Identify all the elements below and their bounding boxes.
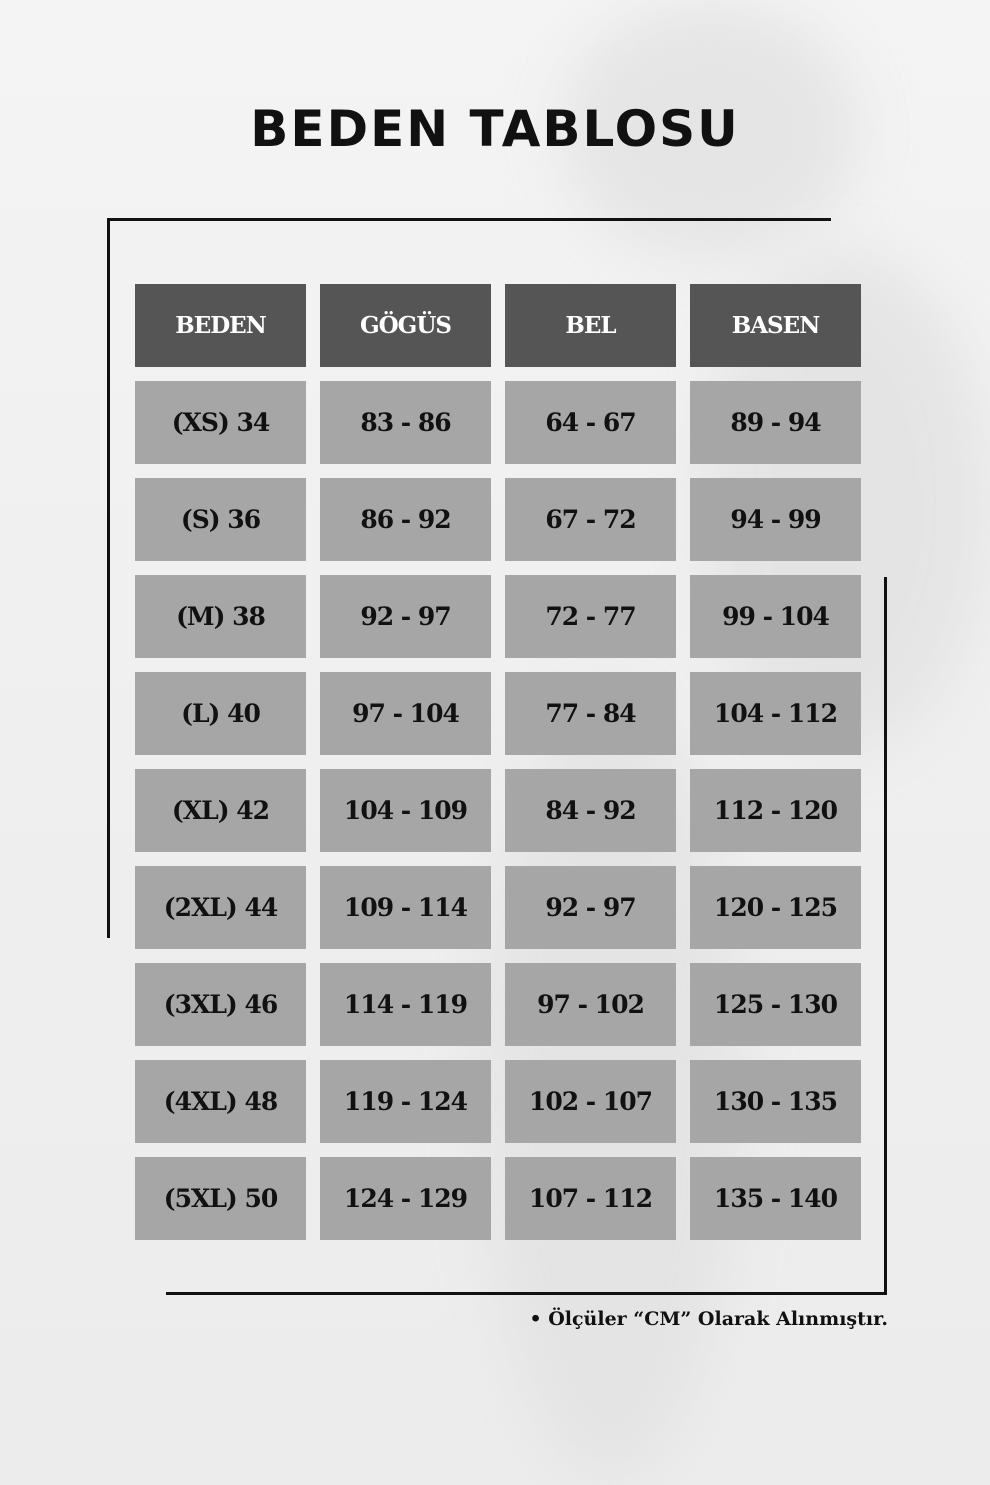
table-cell: 86 - 92: [320, 478, 491, 561]
table-cell: (L) 40: [135, 672, 306, 755]
table-cell: 130 - 135: [690, 1060, 861, 1143]
table-cell: 99 - 104: [690, 575, 861, 658]
table-cell: 83 - 86: [320, 381, 491, 464]
frame-right-line: [884, 577, 887, 1295]
table-cell: (XL) 42: [135, 769, 306, 852]
column-header: BASEN: [690, 284, 861, 367]
table-cell: 104 - 109: [320, 769, 491, 852]
table-cell: (2XL) 44: [135, 866, 306, 949]
page-title: BEDEN TABLOSU: [250, 100, 740, 158]
table-cell: 119 - 124: [320, 1060, 491, 1143]
background-silhouette: [560, 0, 860, 260]
table-cell: 97 - 102: [505, 963, 676, 1046]
table-cell: 72 - 77: [505, 575, 676, 658]
table-cell: 92 - 97: [505, 866, 676, 949]
table-cell: 92 - 97: [320, 575, 491, 658]
table-cell: 97 - 104: [320, 672, 491, 755]
table-cell: 124 - 129: [320, 1157, 491, 1240]
table-cell: 67 - 72: [505, 478, 676, 561]
column-header: BEDEN: [135, 284, 306, 367]
measurement-note: • Ölçüler “CM” Olarak Alınmıştır.: [529, 1308, 888, 1330]
table-cell: 114 - 119: [320, 963, 491, 1046]
table-cell: (M) 38: [135, 575, 306, 658]
table-cell: 89 - 94: [690, 381, 861, 464]
table-cell: 84 - 92: [505, 769, 676, 852]
table-cell: (S) 36: [135, 478, 306, 561]
table-cell: 125 - 130: [690, 963, 861, 1046]
table-cell: (3XL) 46: [135, 963, 306, 1046]
table-cell: (4XL) 48: [135, 1060, 306, 1143]
frame-left-line: [107, 218, 110, 938]
table-cell: 112 - 120: [690, 769, 861, 852]
table-cell: 135 - 140: [690, 1157, 861, 1240]
column-header: GÖGÜS: [320, 284, 491, 367]
frame-top-line: [110, 218, 831, 221]
table-cell: (XS) 34: [135, 381, 306, 464]
table-cell: 107 - 112: [505, 1157, 676, 1240]
table-cell: 77 - 84: [505, 672, 676, 755]
table-cell: 120 - 125: [690, 866, 861, 949]
frame-bottom-line: [166, 1292, 887, 1295]
table-cell: 104 - 112: [690, 672, 861, 755]
table-cell: 64 - 67: [505, 381, 676, 464]
table-cell: 94 - 99: [690, 478, 861, 561]
column-header: BEL: [505, 284, 676, 367]
table-cell: (5XL) 50: [135, 1157, 306, 1240]
table-cell: 109 - 114: [320, 866, 491, 949]
table-cell: 102 - 107: [505, 1060, 676, 1143]
